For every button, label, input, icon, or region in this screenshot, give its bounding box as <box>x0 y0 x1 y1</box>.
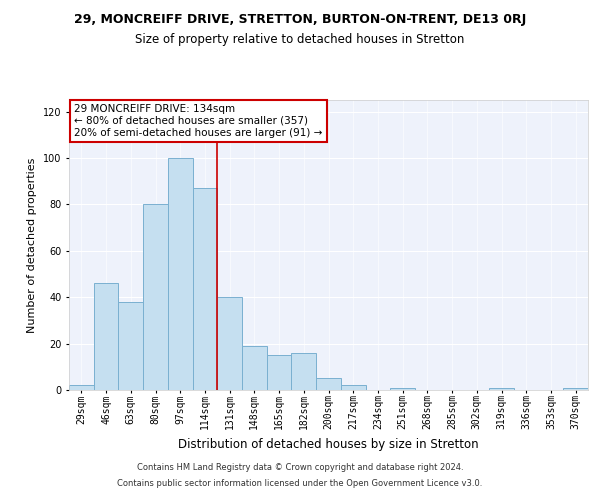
X-axis label: Distribution of detached houses by size in Stretton: Distribution of detached houses by size … <box>178 438 479 451</box>
Text: 29, MONCREIFF DRIVE, STRETTON, BURTON-ON-TRENT, DE13 0RJ: 29, MONCREIFF DRIVE, STRETTON, BURTON-ON… <box>74 12 526 26</box>
Bar <box>267 355 292 390</box>
Text: Contains public sector information licensed under the Open Government Licence v3: Contains public sector information licen… <box>118 478 482 488</box>
Bar <box>242 346 267 390</box>
Bar <box>217 297 242 390</box>
Bar <box>168 158 193 390</box>
Bar <box>341 386 365 390</box>
Bar <box>118 302 143 390</box>
Text: 29 MONCREIFF DRIVE: 134sqm
← 80% of detached houses are smaller (357)
20% of sem: 29 MONCREIFF DRIVE: 134sqm ← 80% of deta… <box>74 104 323 138</box>
Y-axis label: Number of detached properties: Number of detached properties <box>28 158 37 332</box>
Bar <box>489 388 514 390</box>
Bar <box>94 284 118 390</box>
Bar <box>143 204 168 390</box>
Bar <box>292 353 316 390</box>
Bar <box>316 378 341 390</box>
Bar <box>69 386 94 390</box>
Text: Contains HM Land Registry data © Crown copyright and database right 2024.: Contains HM Land Registry data © Crown c… <box>137 464 463 472</box>
Bar <box>563 388 588 390</box>
Bar <box>390 388 415 390</box>
Bar <box>193 188 217 390</box>
Text: Size of property relative to detached houses in Stretton: Size of property relative to detached ho… <box>136 32 464 46</box>
